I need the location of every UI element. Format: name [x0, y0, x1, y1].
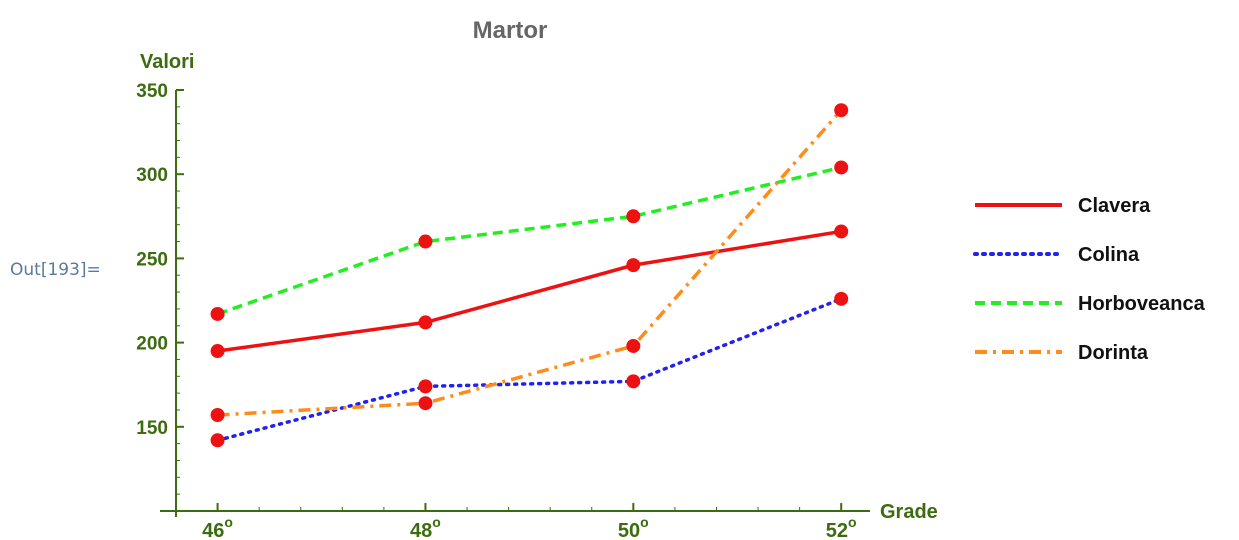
- x-tick-label: 46o: [202, 514, 233, 540]
- data-point-dorinta: [834, 103, 849, 118]
- chart-title: Martor: [473, 17, 548, 44]
- legend-label-horboveanca: Horboveanca: [1078, 293, 1206, 315]
- data-point-colina: [418, 379, 433, 394]
- x-tick-label: 50o: [618, 514, 649, 540]
- data-point-dorinta: [210, 408, 225, 423]
- data-point-clavera: [210, 344, 225, 359]
- y-tick-label: 250: [136, 249, 168, 270]
- x-tick-label: 52o: [826, 514, 857, 540]
- legend: Clavera Colina Horboveanca Dorinta: [973, 195, 1206, 364]
- data-point-colina: [626, 374, 641, 389]
- legend-label-clavera: Clavera: [1078, 195, 1151, 217]
- data-point-horboveanca: [834, 160, 849, 175]
- data-point-colina: [210, 433, 225, 448]
- axes: 150 200 250 300 350 46o 48o 50o 52o: [136, 81, 870, 540]
- series-line-dorinta: [217, 109, 843, 417]
- series-layer: [210, 103, 849, 448]
- series-line-clavera: [217, 229, 842, 353]
- x-axis-title: Grade: [880, 501, 938, 523]
- data-point-dorinta: [418, 396, 433, 411]
- x-tick-label: 48o: [410, 514, 441, 540]
- data-point-horboveanca: [210, 306, 225, 321]
- data-point-colina: [834, 291, 849, 306]
- output-cell-label: Out[193]=: [10, 260, 101, 280]
- legend-label-dorinta: Dorinta: [1078, 342, 1149, 364]
- data-point-dorinta: [626, 338, 641, 353]
- y-tick-label: 150: [136, 418, 168, 439]
- data-point-clavera: [834, 224, 849, 239]
- legend-label-colina: Colina: [1078, 244, 1140, 266]
- y-axis-title: Valori: [140, 51, 194, 73]
- series-line-colina: [215, 297, 843, 443]
- data-point-horboveanca: [626, 209, 641, 224]
- y-tick-label: 300: [136, 165, 168, 186]
- data-point-clavera: [418, 315, 433, 330]
- series-line-horboveanca: [217, 165, 842, 316]
- data-point-horboveanca: [418, 234, 433, 249]
- data-point-clavera: [626, 258, 641, 273]
- y-tick-label: 350: [136, 81, 168, 102]
- y-tick-label: 200: [136, 334, 168, 355]
